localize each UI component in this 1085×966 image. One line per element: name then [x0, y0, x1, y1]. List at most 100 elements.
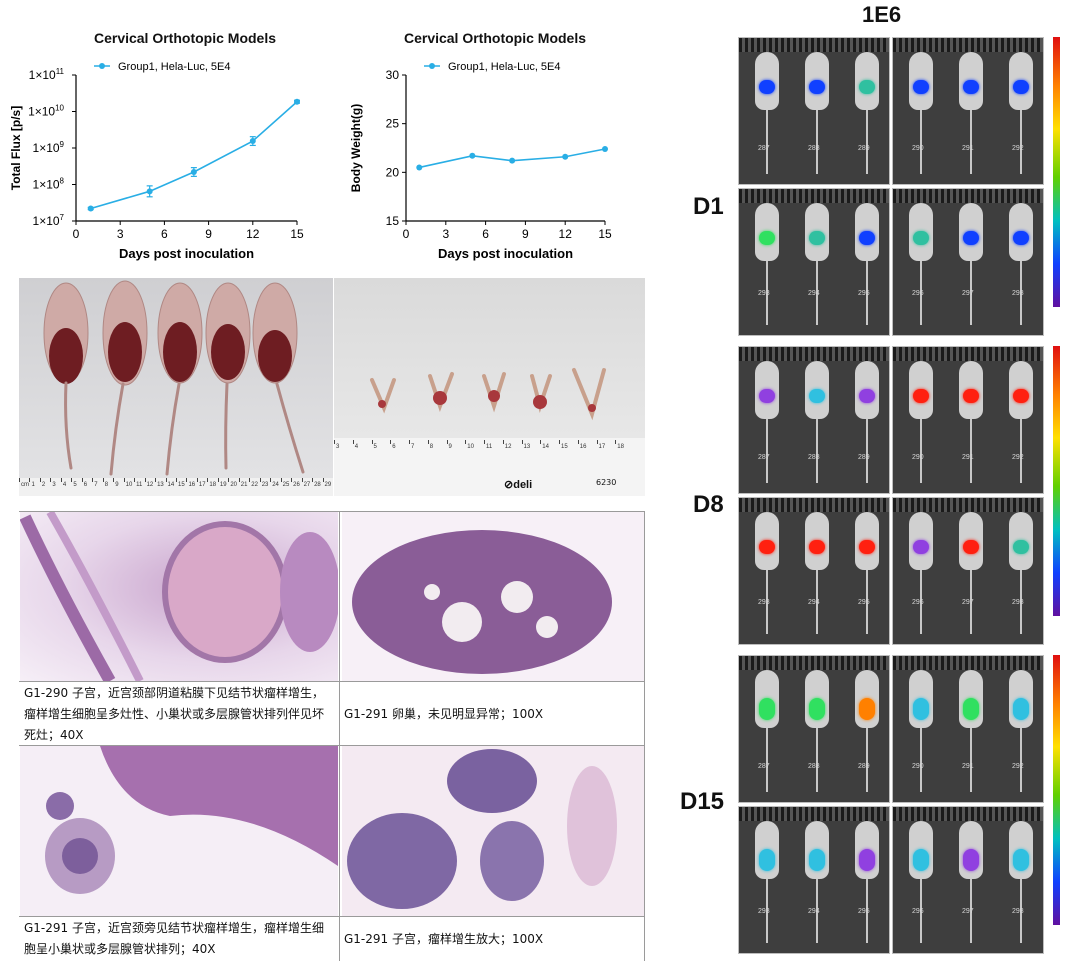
- mouse: [909, 512, 933, 570]
- histology-image-tumor-291: [342, 746, 644, 916]
- ruler-tick: [134, 478, 136, 482]
- mouse-tail: [1020, 419, 1022, 483]
- mouse-tail: [920, 728, 922, 792]
- ruler-tick: [409, 440, 410, 444]
- ruler-tick-label: 16: [579, 444, 587, 450]
- cage-grid: [893, 189, 1043, 203]
- mouse: [909, 821, 933, 879]
- bioluminescence-signal: [759, 698, 775, 720]
- bioluminescence-signal: [963, 849, 979, 871]
- bioluminescence-signal: [913, 389, 929, 403]
- y-tick-label: 20: [386, 165, 400, 179]
- ruler-tick: [596, 440, 598, 444]
- mouse-tail: [970, 728, 972, 792]
- table-border: [19, 681, 645, 682]
- ruler-tick-label: 16: [188, 482, 196, 488]
- bioluminescence-signal: [963, 698, 979, 720]
- ruler-tick: [71, 478, 73, 482]
- ruler-tick: [280, 478, 282, 482]
- x-tick-label: 3: [117, 227, 124, 241]
- mouse-tail: [866, 879, 868, 943]
- histology-image-ovary-291: [342, 512, 644, 681]
- ruler-tick-label: 20: [230, 482, 238, 488]
- mouse: [909, 361, 933, 419]
- x-tick-label: 6: [161, 227, 168, 241]
- mouse: [755, 670, 779, 728]
- mouse-tail: [920, 419, 922, 483]
- ruler-tick-label: 2: [41, 482, 46, 488]
- mouse: [1009, 52, 1033, 110]
- data-point: [416, 164, 423, 171]
- ruler-tick-label: 4: [62, 482, 67, 488]
- uteri-photo: 3 4 5 6 7 8 9 10 11 12 13 14 15 16 17 18 ⊘deli 6230: [334, 278, 645, 496]
- ruler-code: 6230: [596, 478, 617, 487]
- ruler-tick-label: 11: [486, 444, 493, 450]
- ruler-tick-label: 14: [542, 444, 549, 450]
- ruler-tick: [521, 440, 523, 444]
- imaging-panel: 293 294 295: [738, 497, 890, 645]
- ruler-tick: [465, 440, 467, 444]
- mouse-id: 292: [1012, 763, 1024, 770]
- ruler-tick-label: 23: [261, 482, 269, 488]
- flux-chart: 0 3 6 9 12 15 1×107 1×108 1×109 1×1010 1×1011 Days …: [9, 61, 304, 261]
- ruler-tick: [577, 440, 579, 444]
- bioluminescence-signal: [1013, 80, 1029, 94]
- bioluminescence-signal: [809, 698, 825, 720]
- x-tick-label: 9: [522, 227, 529, 241]
- data-point: [87, 205, 94, 212]
- table-border-top: [19, 511, 645, 512]
- ruler-tick: [50, 478, 52, 482]
- mouse-id: 287: [758, 454, 770, 461]
- cage-grid: [893, 498, 1043, 512]
- bioluminescence-signal: [963, 80, 979, 94]
- ruler-tick: [427, 440, 429, 444]
- ruler-tick-label: 5: [73, 482, 77, 488]
- mouse-tail: [970, 570, 972, 634]
- ruler-tick: [19, 478, 20, 482]
- mouse: [855, 512, 879, 570]
- mouse-id: 297: [962, 290, 974, 297]
- mouse-id: 294: [808, 599, 820, 606]
- ruler-tick: [102, 478, 104, 482]
- ruler-tick-label: 4: [354, 444, 359, 450]
- ruler-tick: [144, 478, 146, 482]
- mouse: [755, 203, 779, 261]
- ruler-tick: [322, 478, 324, 482]
- mouse-id: 288: [808, 145, 820, 152]
- mouse-tail: [766, 110, 768, 174]
- y-tick-label: 1×109: [33, 140, 65, 155]
- mouse-id: 292: [1012, 145, 1024, 152]
- cage-grid: [739, 656, 889, 670]
- mouse-id: 295: [858, 908, 870, 915]
- ruler-left: cm 1 2 3 4 5 6 7 8 9 10 11 12 13 14 15 16 17 18 19 20 21 22 23 2…: [19, 478, 333, 496]
- caption-ovary-291: G1-291 卵巢，未见明显异常；100X: [344, 707, 544, 721]
- bioluminescence-signal: [913, 698, 929, 720]
- weight-chart: 0 3 6 9 12 15 15 20 25 30 Days post inoculation Bod…: [349, 61, 612, 261]
- ruler-tick-label: 10: [467, 444, 474, 450]
- mouse-tail: [766, 728, 768, 792]
- mouse: [909, 52, 933, 110]
- ruler-tick-label: 25: [282, 482, 290, 488]
- bioluminescence-signal: [859, 389, 875, 403]
- ruler-tick: [60, 478, 62, 482]
- ruler-tick: [155, 478, 157, 482]
- data-point: [509, 157, 516, 164]
- ruler-tick: [92, 478, 94, 482]
- mouse-id: 296: [912, 290, 924, 297]
- day-label-d1: D1: [693, 193, 724, 220]
- bioluminescence-signal: [963, 540, 979, 554]
- ruler-tick-label: 15: [178, 482, 185, 488]
- mouse-id: 287: [758, 763, 770, 770]
- bioluminescence-signal: [809, 540, 825, 554]
- bioluminescence-signal: [913, 540, 929, 554]
- bioluminescence-signal: [1013, 540, 1029, 554]
- ruler-tick-label: 18: [209, 482, 217, 488]
- ruler-tick-label: cm: [21, 482, 29, 488]
- ruler-tick: [352, 440, 354, 444]
- ruler-tick-label: 17: [598, 444, 606, 450]
- mouse-tail: [970, 879, 972, 943]
- bioluminescence-signal: [859, 849, 875, 871]
- ruler-tick-label: 12: [146, 482, 154, 488]
- table-divider: [339, 511, 340, 961]
- ruler-tick: [217, 478, 219, 482]
